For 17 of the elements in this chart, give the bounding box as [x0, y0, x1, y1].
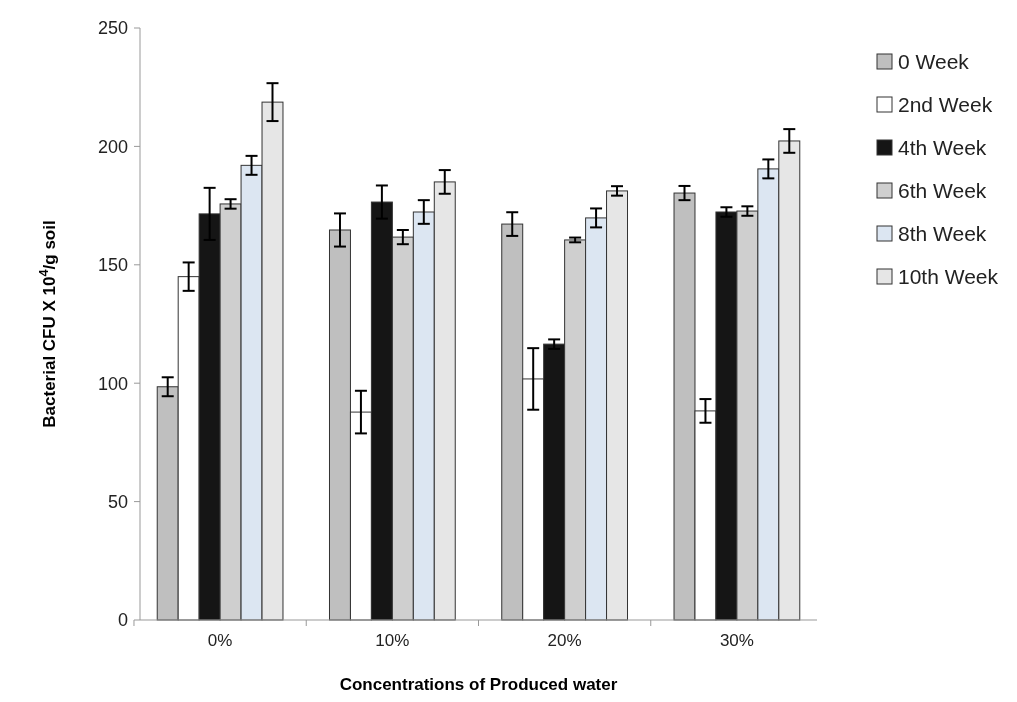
- legend-label: 6th Week: [898, 179, 987, 203]
- y-tick-label: 200: [97, 136, 128, 157]
- y-tick-label: 100: [97, 373, 128, 394]
- legend-label: 10th Week: [898, 265, 999, 289]
- y-tick-label: 0: [117, 610, 128, 631]
- legend-label: 4th Week: [898, 136, 987, 160]
- legend-label: 0 Week: [898, 50, 970, 74]
- x-tick-label: 10%: [375, 631, 410, 650]
- x-tick-label: 20%: [547, 631, 582, 650]
- y-tick-label: 150: [97, 255, 128, 276]
- legend-label: 8th Week: [898, 222, 987, 246]
- y-tick-label: 250: [97, 18, 128, 39]
- y-tick-label: 50: [107, 491, 128, 512]
- legend-label: 2nd Week: [898, 93, 993, 117]
- x-axis-title: Concentrations of Produced water: [339, 675, 618, 694]
- x-tick-label: 30%: [719, 631, 754, 650]
- x-tick-label: 0%: [207, 631, 233, 650]
